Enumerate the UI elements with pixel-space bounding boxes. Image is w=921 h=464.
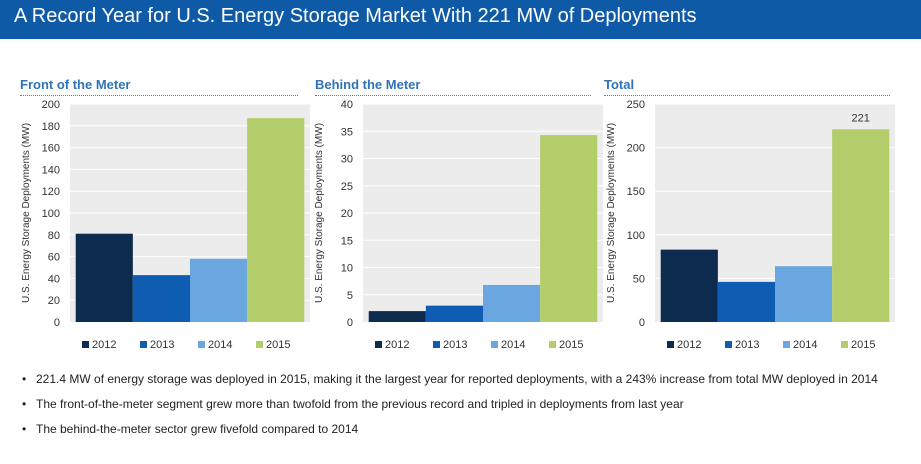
y-tick-label: 40 [341,99,353,111]
bullet-text: The behind-the-meter sector grew fivefol… [36,422,359,436]
y-tick-label: 0 [639,317,645,329]
legend-label: 2013 [443,339,467,351]
y-tick-label: 150 [627,186,645,198]
y-tick-label: 100 [627,230,645,242]
bar-2012 [660,249,718,322]
legend-label: 2014 [501,339,525,351]
bullet-item: • The front-of-the-meter segment grew mor… [22,397,912,411]
bar-2013 [425,305,483,322]
y-tick-label: 5 [347,290,353,302]
legend-swatch [375,341,382,348]
title-bar: A Record Year for U.S. Energy Storage Ma… [0,0,921,39]
chart-total: 0 50 100 150 200 250 U.S. Energy Storage Deplo… [606,99,895,351]
legend-label: 2014 [793,339,817,351]
y-axis-label: U.S. Energy Storage Deployments (MW) [314,123,325,303]
y-tick-label: 100 [42,208,60,220]
y-axis-label: U.S. Energy Storage Deployments (MW) [21,123,32,303]
legend-swatch [783,341,790,348]
y-tick-label: 20 [341,208,353,220]
y-tick-label: 120 [42,186,60,198]
legend-swatch [140,341,147,348]
panel-title-rule [604,95,890,96]
panel-title-front-of-meter: Front of the Meter [20,77,131,92]
legend-label: 2012 [92,339,116,351]
y-tick-label: 140 [42,164,60,176]
y-tick-label: 80 [48,230,60,242]
y-tick-label: 15 [341,235,353,247]
bar-2012 [75,233,133,322]
legend-label: 2013 [735,339,759,351]
bar-2014 [775,266,833,322]
legend-swatch [491,341,498,348]
chart-behind-meter: 0 5 10 15 20 25 30 35 40 U.S. Energy Storage Depl… [314,99,603,351]
bullet-item: • 221.4 MW of energy storage was deployed… [22,372,912,386]
y-tick-label: 10 [341,263,353,275]
legend-swatch [549,341,556,348]
legend-label: 2015 [559,339,583,351]
y-tick-label: 60 [48,252,60,264]
bullet-marker: • [22,372,27,386]
slide-title: A Record Year for U.S. Energy Storage Ma… [14,5,697,27]
bar-2015 [832,129,890,322]
legend-swatch [725,341,732,348]
legend-swatch [198,341,205,348]
legend-label: 2012 [385,339,409,351]
legend-label: 2014 [208,339,232,351]
bar-2013 [717,281,775,322]
legend-swatch [82,341,89,348]
legend-swatch [256,341,263,348]
chart-front-of-meter: 0 20 40 60 80 100 120 140 160 180 200 U.S. Energy S… [21,99,310,351]
panel-title-total: Total [604,77,635,92]
bar-2014 [190,258,248,322]
y-tick-label: 200 [627,143,645,155]
bar-2014 [483,284,541,322]
legend-label: 2013 [150,339,174,351]
y-tick-label: 0 [54,317,60,329]
panel-title-rule [20,95,298,96]
bar-2015 [540,135,598,322]
y-tick-label: 30 [341,154,353,166]
y-tick-label: 200 [42,99,60,111]
y-tick-label: 25 [341,181,353,193]
legend-label: 2012 [677,339,701,351]
data-label: 221 [852,112,870,124]
legend-label: 2015 [851,339,875,351]
bullet-marker: • [22,422,27,436]
bar-2015 [247,118,305,322]
legend-swatch [433,341,440,348]
y-tick-label: 20 [48,295,60,307]
panel-title-rule [315,95,591,96]
y-tick-label: 160 [42,143,60,155]
legend-swatch [667,341,674,348]
bullet-list: • 221.4 MW of energy storage was deployed… [22,372,912,447]
bullet-marker: • [22,397,27,411]
bullet-text: 221.4 MW of energy storage was deployed … [36,372,878,386]
y-tick-label: 180 [42,121,60,133]
legend-label: 2015 [266,339,290,351]
bullet-item: • The behind-the-meter sector grew fivefo… [22,422,912,436]
y-tick-label: 0 [347,317,353,329]
y-tick-label: 35 [341,126,353,138]
y-tick-label: 50 [633,273,645,285]
y-tick-label: 250 [627,99,645,111]
bar-2012 [368,311,426,322]
legend-swatch [841,341,848,348]
bullet-text: The front-of-the-meter segment grew more… [36,397,684,411]
bar-2013 [132,275,190,322]
panel-title-behind-meter: Behind the Meter [315,77,421,92]
y-tick-label: 40 [48,273,60,285]
y-axis-label: U.S. Energy Storage Deployments (MW) [606,123,617,303]
